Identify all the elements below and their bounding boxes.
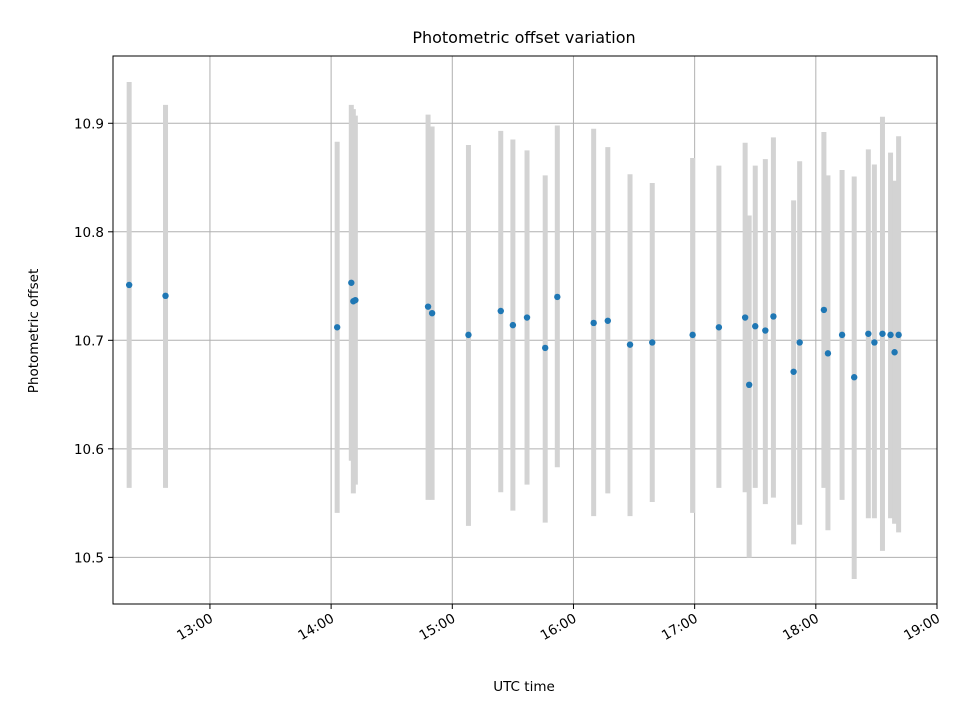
data-point (715, 324, 723, 331)
data-point (770, 313, 777, 320)
data-point (762, 327, 769, 334)
data-point (348, 279, 355, 286)
data-point (509, 321, 517, 329)
data-point (824, 350, 832, 357)
data-point (649, 339, 656, 346)
data-point (162, 292, 169, 300)
plot-area-frame (112, 55, 938, 605)
data-point (879, 330, 886, 337)
data-point (497, 307, 504, 315)
data-point (887, 331, 894, 339)
data-points (125, 279, 902, 388)
data-point (352, 296, 359, 304)
data-point (850, 374, 858, 381)
data-point (590, 319, 597, 327)
y-tick-label: 10.6 (74, 442, 104, 458)
data-point (796, 339, 803, 346)
data-point (424, 303, 432, 310)
y-axis-label: Photometric offset (26, 269, 42, 393)
y-tick-label: 10.9 (74, 116, 104, 132)
data-point (752, 323, 759, 330)
data-point (333, 324, 341, 331)
data-point (541, 344, 549, 352)
data-point (626, 341, 634, 348)
data-point (891, 349, 898, 356)
data-point (554, 293, 561, 301)
y-tick-label: 10.7 (74, 333, 104, 349)
data-point (838, 331, 846, 339)
data-point (895, 331, 902, 339)
data-point (871, 339, 878, 346)
x-axis-label: UTC time (493, 679, 555, 695)
data-point (790, 368, 797, 375)
data-point (604, 317, 612, 324)
data-point (689, 331, 696, 339)
data-point (865, 330, 872, 337)
y-tick-label: 10.8 (74, 225, 104, 241)
y-axis-ticks: 10.5 10.6 10.7 10.8 10.9 (74, 116, 113, 566)
data-point (428, 309, 436, 317)
data-point (125, 281, 133, 289)
data-point (820, 306, 828, 314)
y-tick-label: 10.5 (74, 550, 104, 566)
chart-title: Photometric offset variation (412, 28, 635, 47)
data-point (465, 331, 472, 339)
data-point (523, 314, 531, 321)
data-point (745, 381, 753, 388)
data-point (741, 314, 749, 321)
